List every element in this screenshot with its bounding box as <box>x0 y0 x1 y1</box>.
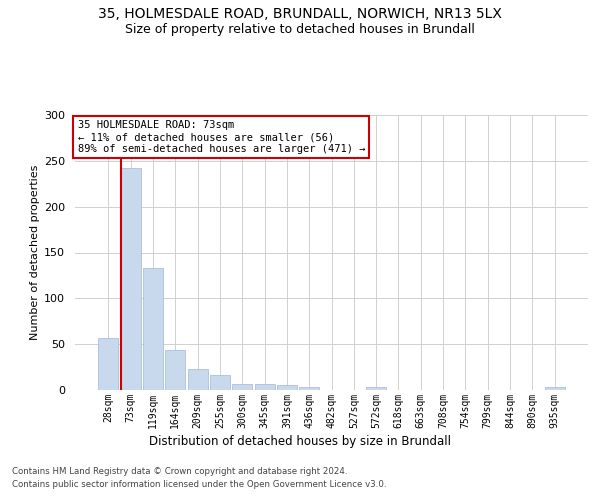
Bar <box>98 338 118 390</box>
Bar <box>232 384 252 390</box>
Text: 35 HOLMESDALE ROAD: 73sqm
← 11% of detached houses are smaller (56)
89% of semi-: 35 HOLMESDALE ROAD: 73sqm ← 11% of detac… <box>77 120 365 154</box>
Bar <box>165 350 185 390</box>
Bar <box>366 387 386 390</box>
Bar <box>188 369 208 390</box>
Text: Contains public sector information licensed under the Open Government Licence v3: Contains public sector information licen… <box>12 480 386 489</box>
Y-axis label: Number of detached properties: Number of detached properties <box>30 165 40 340</box>
Bar <box>143 268 163 390</box>
Bar <box>277 386 297 390</box>
Bar <box>545 387 565 390</box>
Text: 35, HOLMESDALE ROAD, BRUNDALL, NORWICH, NR13 5LX: 35, HOLMESDALE ROAD, BRUNDALL, NORWICH, … <box>98 8 502 22</box>
Bar <box>254 384 275 390</box>
Text: Size of property relative to detached houses in Brundall: Size of property relative to detached ho… <box>125 22 475 36</box>
Bar <box>121 168 141 390</box>
Bar <box>299 387 319 390</box>
Text: Contains HM Land Registry data © Crown copyright and database right 2024.: Contains HM Land Registry data © Crown c… <box>12 468 347 476</box>
Bar <box>210 376 230 390</box>
Text: Distribution of detached houses by size in Brundall: Distribution of detached houses by size … <box>149 435 451 448</box>
